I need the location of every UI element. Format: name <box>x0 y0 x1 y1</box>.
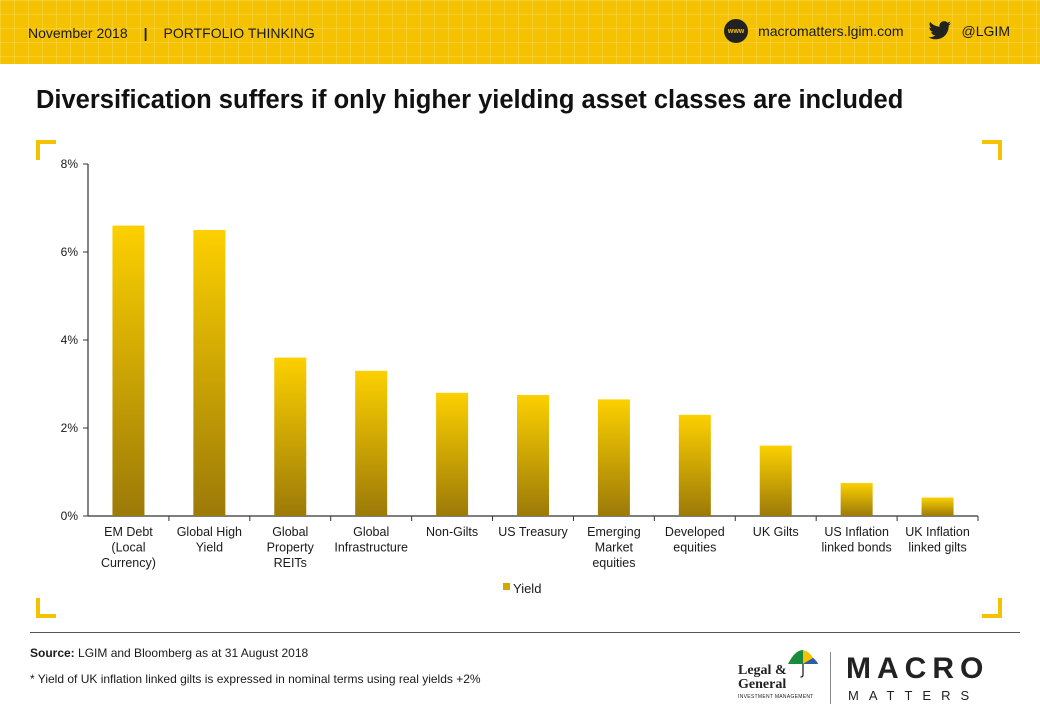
x-tick-label: Infrastructure <box>334 541 408 555</box>
section-name: PORTFOLIO THINKING <box>163 25 315 41</box>
chart-bars <box>112 225 954 516</box>
x-tick-label: Non-Gilts <box>426 525 478 539</box>
x-tick-label: Global High <box>177 525 242 539</box>
lg-logo-text: Legal & General <box>738 664 787 692</box>
footnote: * Yield of UK inflation linked gilts is … <box>30 672 481 686</box>
bar <box>436 392 469 516</box>
website-link[interactable]: macromatters.lgim.com <box>758 23 904 39</box>
lg-logo-line: Legal & <box>738 663 787 678</box>
y-tick-label: 4% <box>61 333 79 347</box>
source-line: Source: LGIM and Bloomberg as at 31 Augu… <box>30 646 308 660</box>
x-tick-label: equities <box>673 541 716 555</box>
x-tick-label: Market <box>595 541 634 555</box>
publication-date: November 2018 <box>28 25 128 41</box>
x-tick-label: Currency) <box>101 556 156 570</box>
x-tick-label: Global <box>272 525 308 539</box>
bar <box>759 445 792 516</box>
y-tick-label: 0% <box>61 509 79 523</box>
x-tick-label: US Treasury <box>498 525 568 539</box>
x-tick-label: Property <box>267 541 315 555</box>
www-icon: www <box>724 19 749 43</box>
umbrella-icon <box>788 650 818 678</box>
twitter-handle[interactable]: @LGIM <box>961 23 1010 39</box>
x-tick-label: Global <box>353 525 389 539</box>
x-tick-label: UK Inflation <box>905 525 970 539</box>
x-tick-label: REITs <box>274 556 307 570</box>
chart-legend: Yield <box>503 581 541 596</box>
x-tick-label: UK Gilts <box>753 525 799 539</box>
y-tick-label: 2% <box>61 421 79 435</box>
corner-bracket-top-right <box>982 140 1002 160</box>
x-tick-label: EM Debt <box>104 525 153 539</box>
bar <box>517 395 549 516</box>
source-text: LGIM and Bloomberg as at 31 August 2018 <box>78 646 309 660</box>
header-right: www macromatters.lgim.com @LGIM <box>724 19 1010 43</box>
corner-bracket-bottom-left <box>36 598 56 618</box>
header-band: November 2018 | PORTFOLIO THINKING www m… <box>0 0 1040 64</box>
x-tick-label: (Local <box>111 541 145 555</box>
legend-label: Yield <box>513 581 541 596</box>
legal-general-logo: Legal & General INVESTMENT MANAGEMENT <box>738 648 820 704</box>
x-tick-label: linked bonds <box>822 541 892 555</box>
bar <box>112 225 145 516</box>
y-tick-label: 8% <box>61 157 79 171</box>
x-tick-label: Emerging <box>587 525 641 539</box>
bar <box>274 357 307 516</box>
bar <box>921 497 954 516</box>
chart-title: Diversification suffers if only higher y… <box>36 86 904 114</box>
corner-bracket-top-left <box>36 140 56 160</box>
lg-logo-line: General <box>738 677 787 692</box>
twitter-icon <box>928 21 951 40</box>
legend-swatch <box>503 583 510 590</box>
bar <box>355 370 388 516</box>
corner-bracket-bottom-right <box>982 598 1002 618</box>
x-tick-label: equities <box>592 556 635 570</box>
x-tick-label: Yield <box>196 541 223 555</box>
bar <box>193 230 226 516</box>
y-tick-label: 6% <box>61 245 79 259</box>
brand-matters: MATTERS <box>848 688 980 703</box>
source-label: Source: <box>30 646 75 660</box>
x-tick-label: US Inflation <box>824 525 889 539</box>
bar <box>840 483 873 516</box>
bar <box>597 399 630 516</box>
lg-logo-subtitle: INVESTMENT MANAGEMENT <box>738 694 814 700</box>
logo-separator <box>830 652 831 704</box>
brand-macro: MACRO <box>846 652 990 685</box>
x-tick-label: Developed <box>665 525 725 539</box>
x-tick-label: linked gilts <box>908 541 966 555</box>
bar <box>678 414 711 516</box>
header-left: November 2018 | PORTFOLIO THINKING <box>28 25 315 41</box>
footer-divider <box>30 632 1020 633</box>
header-separator: | <box>143 25 148 41</box>
